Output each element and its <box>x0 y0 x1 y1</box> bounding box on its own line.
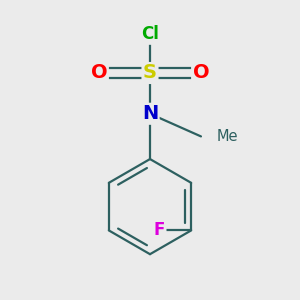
Text: N: N <box>142 104 158 123</box>
Text: Me: Me <box>217 129 238 144</box>
Text: Cl: Cl <box>141 26 159 44</box>
Text: F: F <box>154 221 165 239</box>
Text: O: O <box>91 64 107 83</box>
Text: S: S <box>143 64 157 83</box>
Text: O: O <box>193 64 209 83</box>
